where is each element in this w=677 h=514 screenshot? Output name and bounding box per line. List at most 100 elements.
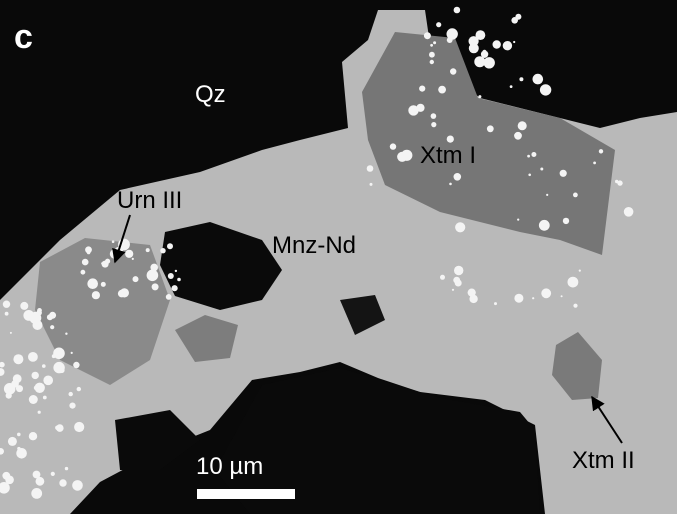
- speck: [28, 352, 38, 362]
- speck: [416, 104, 424, 112]
- speck: [452, 289, 454, 291]
- speck: [33, 320, 43, 330]
- speck: [454, 7, 461, 14]
- speck: [494, 302, 497, 305]
- speck: [92, 291, 100, 299]
- speck: [573, 304, 577, 308]
- speck: [531, 152, 536, 157]
- speck: [51, 472, 55, 476]
- speck: [77, 387, 81, 391]
- speck: [541, 288, 551, 298]
- speck: [31, 488, 42, 499]
- speck: [17, 433, 21, 437]
- speck: [50, 325, 54, 329]
- speck: [147, 270, 159, 282]
- speck: [503, 41, 512, 50]
- speck: [34, 386, 39, 391]
- speck: [65, 467, 68, 470]
- speck: [481, 51, 488, 58]
- speck: [513, 41, 515, 43]
- speck: [431, 113, 437, 119]
- speck: [518, 121, 527, 130]
- speck: [177, 278, 181, 282]
- speck: [540, 168, 543, 171]
- speck: [133, 276, 139, 282]
- speck: [175, 270, 177, 272]
- speck: [454, 266, 463, 275]
- speck: [42, 364, 46, 368]
- speck: [561, 295, 563, 297]
- speck: [43, 376, 53, 386]
- scale-bar-label: 10 µm: [196, 453, 263, 480]
- speck: [568, 277, 579, 288]
- speck: [168, 273, 174, 279]
- panel-label: c: [14, 18, 33, 56]
- label-urn-iii: Urn III: [117, 187, 182, 214]
- speck: [59, 479, 66, 486]
- speck: [440, 275, 445, 280]
- speck: [87, 251, 90, 254]
- label-xtm-ii: Xtm II: [572, 447, 635, 474]
- speck: [47, 314, 53, 320]
- speck: [69, 392, 73, 396]
- speck: [430, 60, 434, 64]
- speck: [468, 289, 476, 297]
- speck: [579, 270, 581, 272]
- speck: [6, 393, 12, 399]
- speck: [65, 333, 67, 335]
- speck: [424, 32, 431, 39]
- speck: [3, 301, 10, 308]
- speck: [436, 22, 441, 27]
- speck: [152, 283, 159, 290]
- speck: [13, 354, 23, 364]
- speck: [615, 180, 618, 183]
- speck: [23, 310, 34, 321]
- speck: [510, 85, 513, 88]
- speck: [527, 155, 530, 158]
- speck: [370, 183, 373, 186]
- speck: [429, 52, 435, 58]
- speck: [38, 411, 41, 414]
- speck: [478, 95, 481, 98]
- speck: [573, 193, 578, 198]
- speck: [532, 297, 534, 299]
- speck: [546, 194, 548, 196]
- speck: [560, 170, 567, 177]
- speck: [419, 86, 425, 92]
- speck: [81, 270, 86, 275]
- speck: [101, 282, 106, 287]
- speck: [36, 477, 45, 486]
- speck: [5, 312, 9, 316]
- speck: [8, 437, 17, 446]
- speck: [69, 403, 75, 409]
- speck: [10, 332, 12, 334]
- label-xtm-i: Xtm I: [420, 142, 476, 169]
- speck: [455, 222, 465, 232]
- speck: [455, 280, 462, 287]
- speck: [431, 122, 436, 127]
- speck: [166, 294, 172, 300]
- speck: [16, 448, 27, 459]
- speck: [55, 426, 60, 431]
- label-mnz-nd: Mnz-Nd: [272, 232, 356, 259]
- speck: [430, 44, 433, 47]
- speck: [519, 77, 523, 81]
- speck: [160, 248, 165, 253]
- speck: [101, 262, 103, 264]
- speck: [74, 422, 84, 432]
- speck: [125, 250, 133, 258]
- speck: [132, 258, 134, 260]
- speck: [32, 372, 39, 379]
- speck: [540, 84, 551, 95]
- speck: [515, 14, 521, 20]
- speck: [487, 125, 494, 132]
- speck: [87, 278, 98, 289]
- speck: [118, 290, 126, 298]
- speck: [112, 240, 115, 243]
- speck: [71, 352, 73, 354]
- speck: [514, 132, 522, 140]
- speck: [454, 173, 462, 181]
- speck: [72, 480, 83, 491]
- speck: [82, 259, 89, 266]
- speck: [13, 374, 22, 383]
